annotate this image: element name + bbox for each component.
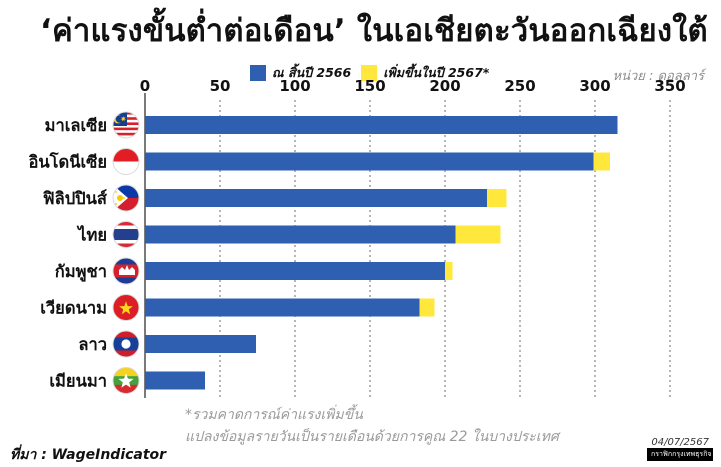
bar-1-2 [487,189,507,207]
x-tick-label-0: 0 [140,77,150,95]
philippines-flag-icon [112,184,140,212]
x-tick-label-150: 150 [354,77,385,95]
indonesia-flag-icon-inner [113,148,139,175]
myanmar-flag-icon-yellow [113,367,139,377]
philippines-flag-icon-star-1 [114,190,118,194]
category-label-2: ฟิลิปปินส์ [43,189,108,208]
cambodia-flag-icon-temple [119,265,135,275]
philippines-flag-icon-inner [113,185,139,211]
indonesia-flag-icon [112,148,140,175]
category-label-0: มาเลเซีย [45,116,107,135]
thailand-flag-icon-ring [112,221,140,248]
x-tick-label-250: 250 [504,77,535,95]
thailand-flag-icon-inner [113,221,139,248]
footnote-line-1: *รวมคาดการณ์ค่าแรงเพิ่มขึ้น [185,407,363,423]
philippines-flag-icon-ring [112,184,140,212]
philippines-flag-icon-sun [117,195,123,201]
vietnam-flag-icon [112,294,140,321]
thailand-flag-icon-blue [113,229,139,240]
malaysia-flag-icon-ring [112,111,140,139]
philippines-flag-icon-star-3 [122,196,126,200]
malaysia-flag-icon-stripe-7 [113,130,139,133]
malaysia-flag-icon-stripe-5 [113,125,139,128]
unit-label: หน่วย : ดอลลาร์ [612,69,704,84]
cambodia-flag-icon [112,257,140,285]
bar-0-0 [145,116,618,134]
vietnam-flag-icon-inner [113,294,139,321]
source-text: ที่มา : WageIndicator [10,447,167,463]
malaysia-flag-icon-star [120,116,127,122]
legend-item-2567: เพิ่มขึ้นในปี 2567* [361,63,489,83]
bar-0-5 [145,298,420,317]
cambodia-flag-icon-inner [113,258,139,284]
indonesia-flag-icon-bottom [113,161,139,175]
category-label-4: กัมพูชา [55,262,107,283]
bar-0-6 [145,335,256,353]
footnote-area: *รวมคาดการณ์ค่าแรงเพิ่มขึ้น แปลงข้อมูลรา… [185,404,605,448]
malaysia-flag-icon-inner [113,112,139,138]
category-label-7: เมียนมา [49,372,107,391]
x-tick-label-350: 350 [654,77,685,95]
x-tick-label-100: 100 [279,77,310,95]
philippines-flag-icon-star-2 [114,202,118,206]
bar-0-2 [145,189,487,207]
vietnam-flag-icon-ring [112,294,140,321]
x-tick-label-300: 300 [579,77,610,95]
category-label-6: ลาว [78,335,107,354]
laos-flag-icon-moon [121,339,131,349]
publisher-left-text: กราฟิก [651,450,673,458]
malaysia-flag-icon-moon-cut [115,115,124,123]
publisher-right-text: กรุงเทพธุรกิจ [672,450,712,458]
bar-0-1 [145,152,594,171]
myanmar-flag-icon-ring [112,367,140,394]
bar-0-7 [145,371,205,390]
legend-swatch-2567 [361,65,378,81]
publisher-badge: กราฟิก กรุงเทพธุรกิจ [647,448,713,461]
malaysia-flag-icon-stripe-8 [113,132,139,136]
indonesia-flag-icon-ring [112,148,140,175]
legend-label-2566: ณ สิ้นปี 2566 [272,65,352,80]
myanmar-flag-icon [112,367,140,394]
malaysia-flag-icon-stripe-6 [113,127,139,131]
legend-item-2566: ณ สิ้นปี 2566 [250,63,351,83]
myanmar-flag-icon-red [113,384,139,394]
x-tick-label-50: 50 [210,77,231,95]
myanmar-flag-icon-inner [113,367,139,394]
legend-swatch-2566 [250,65,266,81]
bar-1-4 [445,262,453,280]
category-label-1: อินโดนีเซีย [28,152,107,172]
category-label-5: เวียดนาม [40,299,107,318]
laos-flag-icon-inner [113,331,139,357]
footnote-line-2: แปลงข้อมูลรายวันเป็นรายเดือนด้วยการคูณ 2… [185,429,559,445]
chart-title: ‘ค่าแรงขั้นต่ำต่อเดือน’ ในเอเชียตะวันออก… [40,13,708,49]
thailand-flag-icon [112,221,140,248]
bar-1-5 [419,298,435,317]
malaysia-flag-icon-stripe-9 [113,135,139,138]
cambodia-flag-icon-ring [112,257,140,285]
indonesia-flag-icon-top [113,148,139,162]
malaysia-flag-icon [112,111,140,139]
bar-1-1 [593,152,610,171]
x-tick-label-200: 200 [429,77,460,95]
laos-flag-icon [112,330,140,358]
category-label-3: ไทย [76,225,107,245]
date-text: 04/07/2567 [651,437,709,448]
bar-1-3 [455,225,501,244]
legend: ณ สิ้นปี 2566 เพิ่มขึ้นในปี 2567* [250,63,499,83]
bar-0-4 [145,262,445,280]
legend-label-2567: เพิ่มขึ้นในปี 2567* [383,65,490,80]
laos-flag-icon-ring [112,330,140,358]
bar-0-3 [145,225,456,244]
vietnam-flag-icon-star [119,301,133,315]
myanmar-flag-icon-star [118,373,134,388]
